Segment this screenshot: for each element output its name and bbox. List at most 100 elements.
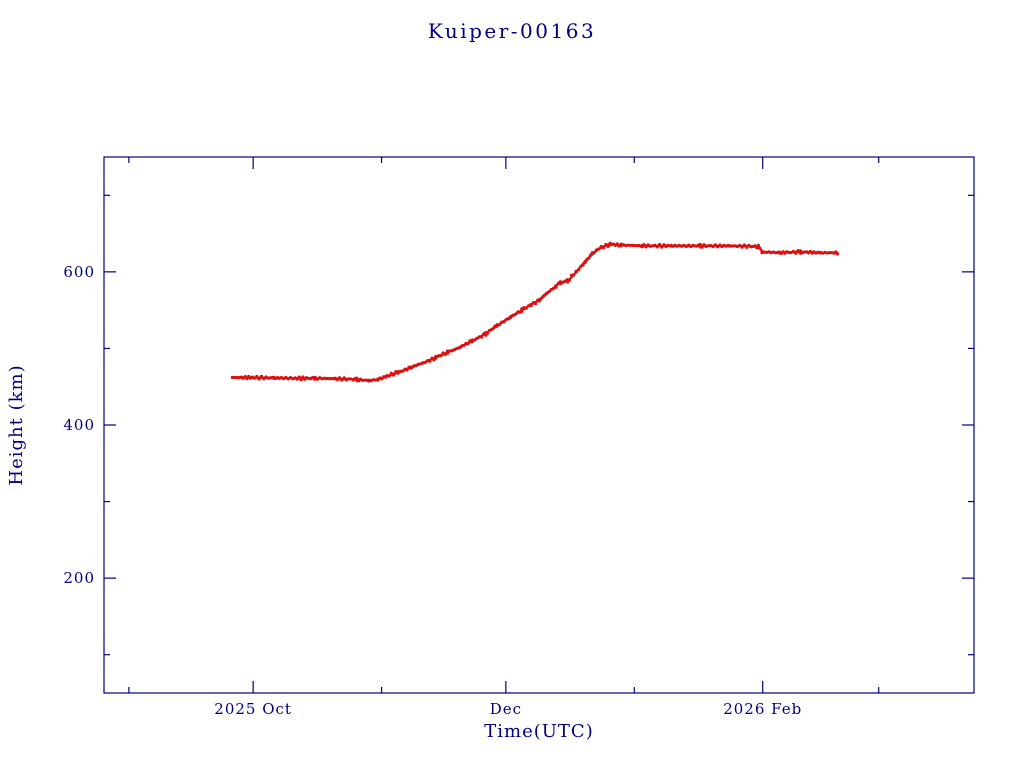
data-point bbox=[642, 243, 646, 247]
x-axis-label: Time(UTC) bbox=[484, 721, 593, 742]
data-point bbox=[473, 338, 477, 342]
data-point bbox=[794, 251, 798, 255]
data-point bbox=[660, 245, 664, 249]
data-point bbox=[534, 302, 538, 306]
data-point bbox=[470, 338, 474, 342]
data-point bbox=[716, 245, 720, 249]
data-point bbox=[551, 286, 556, 291]
chart-title: Kuiper-00163 bbox=[428, 19, 596, 43]
data-point bbox=[702, 243, 706, 247]
data-point bbox=[233, 375, 237, 380]
data-point bbox=[711, 244, 715, 249]
data-point bbox=[818, 250, 822, 254]
data-point bbox=[230, 375, 234, 380]
data-point bbox=[655, 245, 659, 249]
data-point bbox=[367, 378, 371, 382]
data-point bbox=[745, 245, 749, 249]
data-point bbox=[344, 378, 349, 382]
data-point bbox=[255, 374, 259, 379]
data-point bbox=[592, 250, 596, 255]
data-point bbox=[376, 378, 380, 382]
data-point bbox=[798, 251, 803, 255]
data-point bbox=[587, 256, 591, 260]
data-point bbox=[253, 376, 257, 380]
data-point bbox=[396, 370, 400, 374]
data-point bbox=[446, 351, 450, 355]
data-point bbox=[628, 243, 633, 247]
data-point bbox=[428, 359, 432, 363]
data-point bbox=[421, 361, 425, 365]
x-tick-label: Dec bbox=[490, 700, 522, 718]
data-point bbox=[713, 243, 717, 247]
data-point bbox=[684, 244, 688, 249]
data-point bbox=[577, 268, 581, 272]
data-point bbox=[284, 375, 288, 380]
data-point bbox=[491, 327, 495, 331]
data-point bbox=[295, 377, 299, 381]
y-axis-label: Height (km) bbox=[6, 364, 27, 485]
data-line bbox=[231, 243, 839, 382]
data-point bbox=[448, 349, 452, 353]
plot-frame bbox=[103, 156, 975, 694]
data-point bbox=[554, 285, 558, 289]
data-point bbox=[828, 251, 832, 255]
y-tick-label: 200 bbox=[63, 569, 95, 587]
data-point bbox=[257, 377, 261, 381]
data-point bbox=[615, 242, 619, 246]
data-point bbox=[758, 246, 762, 250]
data-point bbox=[624, 243, 628, 248]
data-point bbox=[405, 368, 409, 372]
data-point bbox=[389, 371, 393, 375]
data-point bbox=[443, 352, 447, 356]
data-point bbox=[297, 375, 301, 379]
data-point bbox=[796, 249, 800, 253]
data-point bbox=[765, 250, 769, 254]
data-point bbox=[547, 290, 551, 294]
data-point bbox=[259, 374, 264, 378]
data-point bbox=[626, 243, 630, 247]
data-point bbox=[301, 375, 305, 379]
data-point bbox=[311, 375, 315, 380]
data-point bbox=[527, 304, 531, 308]
data-point bbox=[597, 247, 601, 251]
data-point bbox=[687, 243, 691, 247]
data-point bbox=[380, 377, 384, 381]
data-point bbox=[262, 377, 266, 381]
data-point bbox=[599, 245, 603, 249]
data-point bbox=[574, 270, 578, 274]
data-point bbox=[640, 245, 644, 249]
data-point bbox=[549, 288, 553, 292]
data-point bbox=[391, 373, 396, 377]
data-point bbox=[340, 378, 344, 382]
data-point bbox=[423, 360, 427, 364]
data-point bbox=[502, 320, 506, 324]
data-point bbox=[756, 243, 761, 247]
data-point bbox=[698, 242, 702, 247]
data-point bbox=[823, 250, 827, 254]
data-series bbox=[230, 241, 840, 383]
data-point bbox=[742, 243, 747, 247]
data-point bbox=[439, 354, 443, 358]
data-point bbox=[791, 249, 795, 253]
data-point bbox=[835, 252, 840, 256]
data-point bbox=[509, 315, 513, 320]
data-point bbox=[662, 243, 666, 247]
data-point bbox=[653, 243, 657, 247]
data-point bbox=[495, 323, 499, 327]
data-point bbox=[500, 320, 504, 324]
data-point bbox=[480, 335, 484, 339]
data-point bbox=[485, 331, 490, 335]
data-point bbox=[497, 323, 501, 327]
axis-ticks bbox=[104, 157, 974, 693]
data-point bbox=[650, 244, 655, 248]
data-point bbox=[567, 278, 572, 282]
x-tick-label: 2026 Feb bbox=[723, 700, 802, 718]
data-point bbox=[700, 245, 704, 249]
data-point bbox=[299, 378, 303, 382]
data-point bbox=[834, 250, 838, 254]
data-point bbox=[644, 245, 648, 249]
x-tick-label: 2025 Oct bbox=[214, 700, 292, 718]
data-point bbox=[524, 306, 528, 310]
